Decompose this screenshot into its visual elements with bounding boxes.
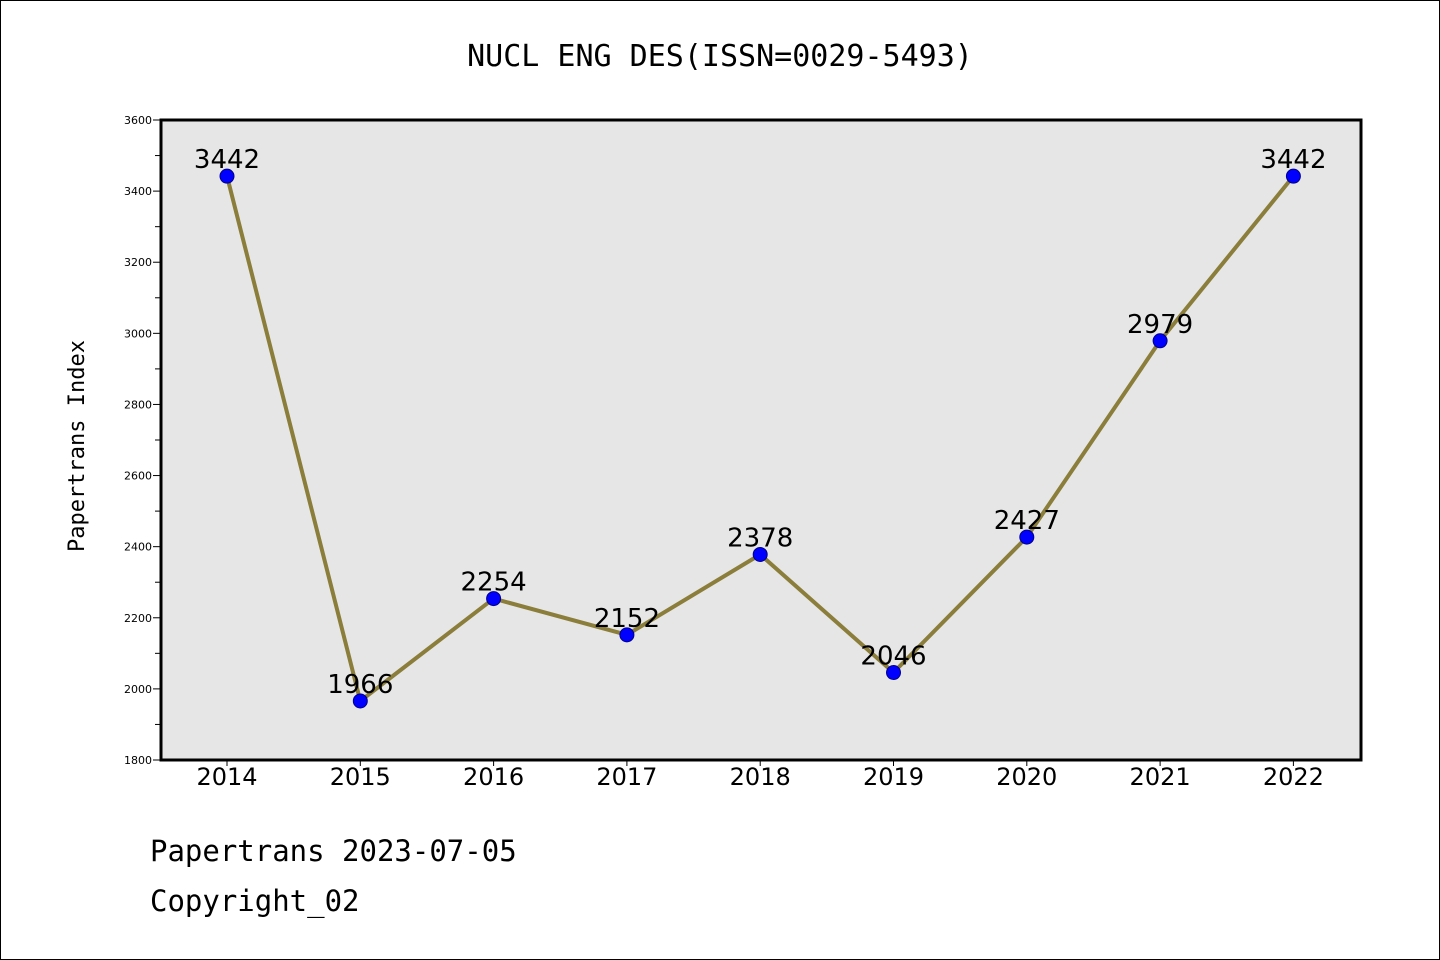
- data-point: [486, 591, 502, 607]
- y-tick-label: 2600: [124, 470, 152, 483]
- data-label: 1966: [327, 670, 393, 700]
- data-label: 2378: [727, 523, 793, 553]
- plot-area: [159, 118, 1363, 762]
- y-axis-label: Papertrans Index: [65, 340, 90, 552]
- footer-copyright: Copyright_02: [150, 884, 360, 918]
- chart-title: NUCL ENG DES(ISSN=0029-5493): [467, 39, 973, 74]
- x-tick-label: 2017: [596, 763, 657, 791]
- y-tick-label: 2000: [124, 683, 152, 696]
- x-tick-label: 2021: [1130, 763, 1191, 791]
- data-point: [1152, 333, 1168, 349]
- y-tick-label: 3000: [124, 327, 152, 340]
- data-point: [219, 168, 235, 184]
- data-label: 3442: [1260, 145, 1326, 175]
- data-point: [352, 693, 368, 709]
- x-tick-label: 2019: [863, 763, 924, 791]
- y-tick-label: 1800: [124, 754, 152, 767]
- x-tick-label: 2015: [330, 763, 391, 791]
- x-tick-label: 2022: [1263, 763, 1324, 791]
- data-label: 2979: [1127, 310, 1193, 340]
- x-tick-label: 2014: [196, 763, 257, 791]
- x-tick-label: 2020: [996, 763, 1057, 791]
- y-tick-label: 3400: [124, 185, 152, 198]
- y-tick-label: 3200: [124, 256, 152, 269]
- y-tick-label: 2400: [124, 541, 152, 554]
- data-point: [886, 665, 901, 681]
- x-tick-label: 2018: [730, 763, 791, 791]
- data-labels: 3442 1966 2254 2152 2378 2046 2427 2979 3442: [194, 145, 1327, 700]
- y-tick-label: 3600: [124, 114, 152, 127]
- data-point: [1285, 168, 1301, 184]
- x-tick-label: 2016: [463, 763, 524, 791]
- footer-date: Papertrans 2023-07-05: [150, 834, 517, 868]
- data-label: 2152: [594, 604, 660, 634]
- axis-ticks: 1800 2000 2200 2400 2600 2800 3000 3200 3400 3600…: [124, 114, 1324, 791]
- series-markers: [219, 168, 1301, 709]
- data-point: [619, 627, 635, 643]
- data-label: 2254: [461, 568, 527, 598]
- data-label: 3442: [194, 145, 260, 175]
- y-tick-label: 2800: [124, 398, 152, 411]
- data-point: [1019, 529, 1035, 545]
- data-label: 2046: [860, 642, 926, 672]
- data-label: 2427: [994, 506, 1060, 536]
- data-point: [752, 546, 768, 562]
- y-tick-label: 2200: [124, 612, 152, 625]
